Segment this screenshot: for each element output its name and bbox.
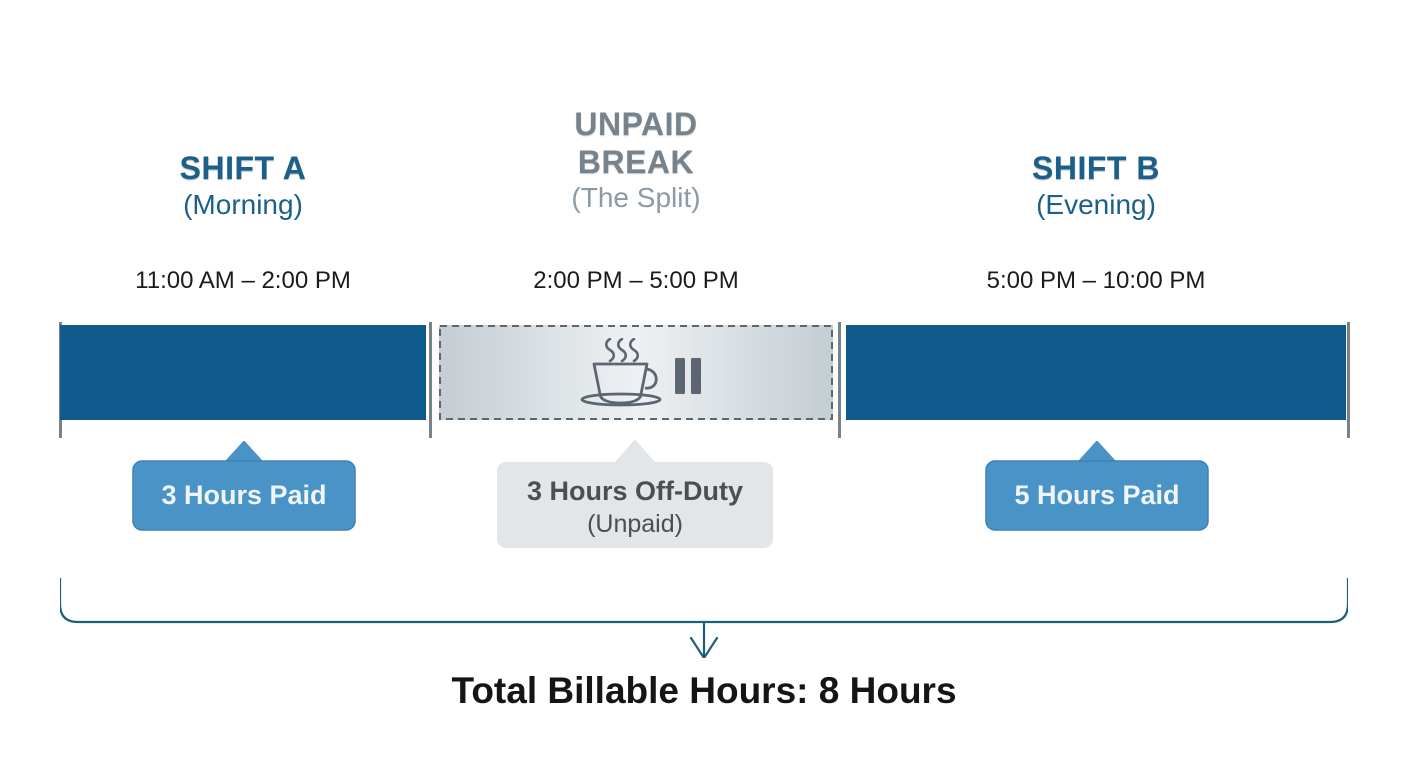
svg-text:5 Hours Paid: 5 Hours Paid bbox=[1014, 480, 1179, 510]
svg-text:(Unpaid): (Unpaid) bbox=[587, 510, 683, 538]
svg-text:3 Hours Paid: 3 Hours Paid bbox=[161, 480, 326, 510]
svg-text:3 Hours Off-Duty: 3 Hours Off-Duty bbox=[527, 476, 743, 506]
